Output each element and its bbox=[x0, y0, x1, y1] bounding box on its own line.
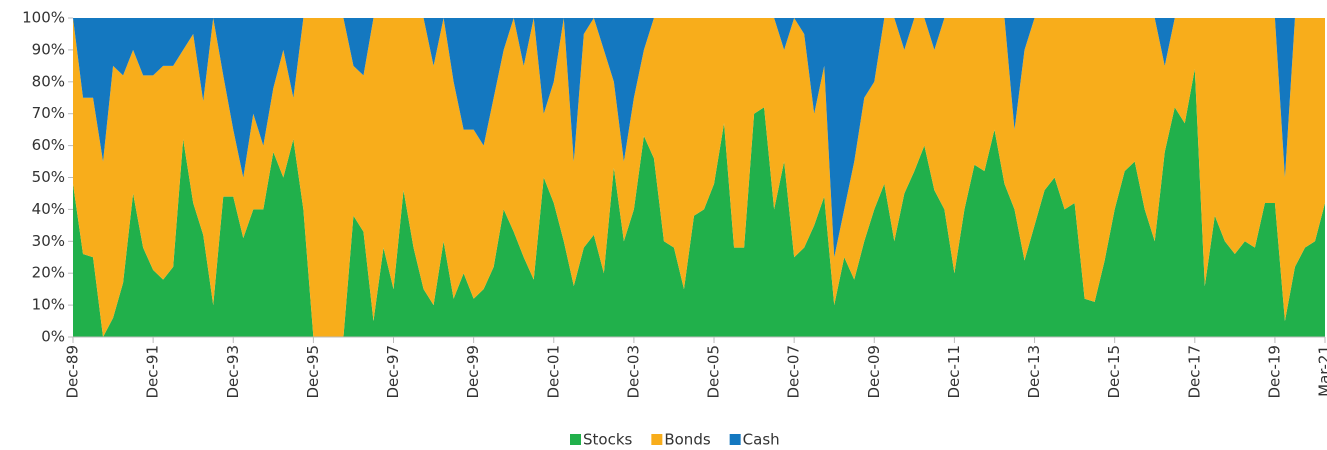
y-tick-label: 0% bbox=[41, 328, 65, 346]
legend-label: Stocks bbox=[583, 431, 633, 449]
legend-label: Bonds bbox=[664, 431, 710, 449]
x-tick-label: Dec-13 bbox=[1025, 345, 1043, 399]
x-tick-label: Dec-93 bbox=[224, 345, 242, 399]
y-tick-label: 100% bbox=[22, 9, 65, 27]
x-tick-label: Mar-21 bbox=[1316, 345, 1327, 397]
legend-label: Cash bbox=[743, 431, 780, 449]
y-tick-label: 20% bbox=[32, 264, 65, 282]
legend-swatch bbox=[729, 434, 741, 445]
y-tick-label: 80% bbox=[32, 72, 65, 90]
x-tick-label: Dec-95 bbox=[304, 345, 322, 399]
x-tick-label: Dec-97 bbox=[384, 345, 402, 399]
x-tick-label: Dec-07 bbox=[785, 345, 803, 399]
area bbox=[73, 69, 1325, 337]
y-tick-label: 30% bbox=[32, 232, 65, 250]
x-tick-label: Dec-99 bbox=[464, 345, 482, 399]
y-tick-label: 40% bbox=[32, 200, 65, 218]
area bbox=[73, 18, 1325, 337]
x-tick-label: Dec-03 bbox=[624, 345, 642, 399]
y-tick-label: 50% bbox=[32, 168, 65, 186]
x-tick-label: Dec-89 bbox=[64, 345, 82, 399]
x-tick-label: Dec-17 bbox=[1185, 345, 1203, 399]
y-tick-label: 10% bbox=[32, 296, 65, 314]
x-tick-label: Dec-19 bbox=[1265, 345, 1283, 399]
x-tick-label: Dec-15 bbox=[1105, 345, 1123, 399]
x-tick-label: Dec-91 bbox=[144, 345, 162, 399]
x-tick-label: Dec-05 bbox=[705, 345, 723, 399]
y-tick-label: 90% bbox=[32, 40, 65, 58]
legend-swatch bbox=[651, 434, 663, 445]
x-tick-label: Dec-01 bbox=[544, 345, 562, 399]
legend-swatch bbox=[570, 434, 581, 445]
y-tick-label: 70% bbox=[32, 104, 65, 122]
area bbox=[73, 18, 1325, 258]
x-tick-label: Dec-09 bbox=[865, 345, 883, 399]
x-tick-label: Dec-11 bbox=[945, 345, 963, 399]
y-tick-label: 60% bbox=[32, 136, 65, 154]
